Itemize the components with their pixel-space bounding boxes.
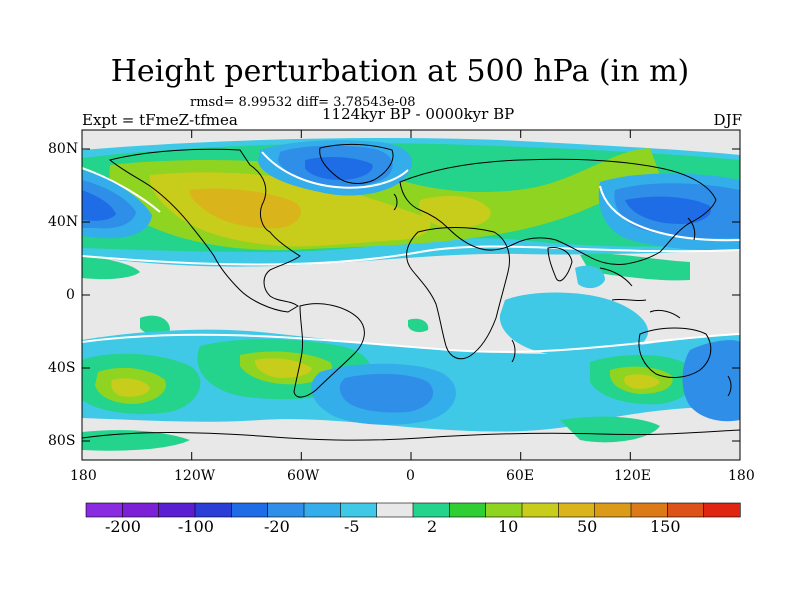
colorbar-swatch (85, 502, 123, 518)
colorbar-swatch (630, 502, 668, 518)
coastlines (82, 143, 740, 441)
lon-ticks (81, 130, 741, 460)
contour-field (82, 130, 740, 460)
stats-text: rmsd= 8.99532 diff= 3.78543e-08 (190, 95, 416, 110)
colorbar-swatch (485, 502, 523, 518)
lon-label-60e: 60E (506, 468, 535, 484)
colorbar-swatch (231, 502, 269, 518)
colorbar-swatch (667, 502, 705, 518)
colorbar-label-neg100: -100 (178, 517, 214, 536)
lat-label-40n: 40N (48, 214, 79, 230)
lat-label-80s: 80S (48, 433, 76, 449)
colorbar-swatch (303, 502, 341, 518)
colorbar-swatch (376, 502, 414, 518)
colorbar-swatch (703, 502, 741, 518)
colorbar-swatch (594, 502, 632, 518)
colorbar-swatch (340, 502, 378, 518)
lon-label-120w: 120W (174, 468, 216, 484)
colorbar-swatch (449, 502, 487, 518)
lat-ticks (82, 148, 740, 442)
colorbar-label-neg5: -5 (344, 517, 360, 536)
map-title: Height perturbation at 500 hPa (in m) (110, 54, 690, 89)
colorbar-swatch (194, 502, 232, 518)
lon-label-0: 0 (406, 468, 415, 484)
colorbar-label-50: 50 (577, 517, 598, 536)
lat-label-80n: 80N (48, 141, 79, 157)
colorbar-swatch (267, 502, 305, 518)
colorbar-swatch (412, 502, 450, 518)
experiment-label: Expt = tFmeZ-tfmea (82, 111, 238, 129)
lon-label-60w: 60W (287, 468, 320, 484)
colorbar-swatch (558, 502, 596, 518)
colorbar-swatch (122, 502, 160, 518)
colorbar-label-150: 150 (650, 517, 681, 536)
colorbar-label-2: 2 (427, 517, 438, 536)
lat-label-40s: 40S (48, 360, 76, 376)
colorbar-label-neg20: -20 (264, 517, 290, 536)
colorbar-label-10: 10 (498, 517, 519, 536)
lat-label-0: 0 (66, 287, 75, 303)
lon-label-180e: 180 (728, 468, 755, 484)
time-range-label: 1124kyr BP - 0000kyr BP (322, 105, 515, 123)
season-label: DJF (713, 111, 742, 129)
colorbar (85, 502, 741, 518)
colorbar-label-neg200: -200 (105, 517, 141, 536)
colorbar-swatch (521, 502, 559, 518)
lon-label-180w: 180 (70, 468, 97, 484)
colorbar-swatch (158, 502, 196, 518)
lon-label-120e: 120E (614, 468, 651, 484)
